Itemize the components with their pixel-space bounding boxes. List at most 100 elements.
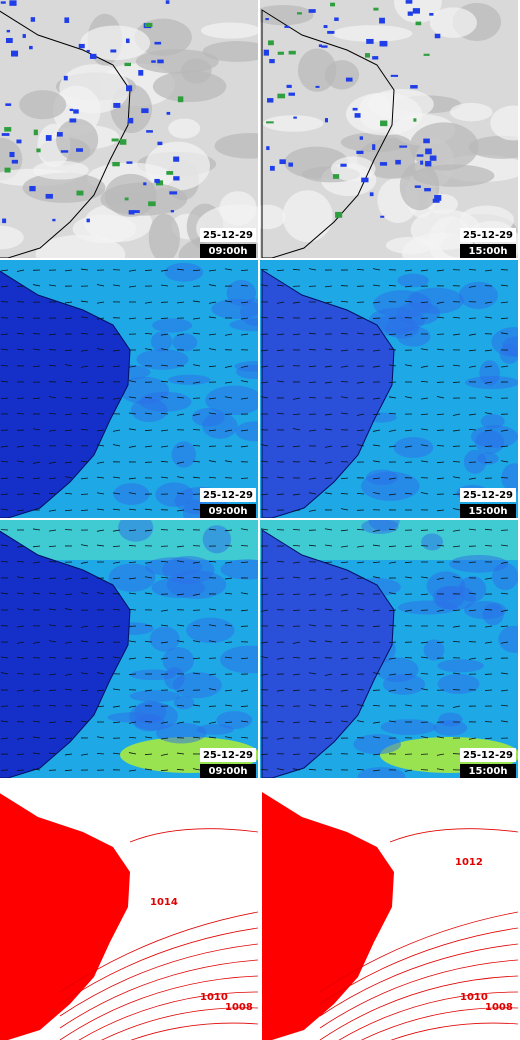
wind-vector	[484, 737, 493, 740]
wind-vector	[176, 301, 185, 304]
patch	[186, 617, 235, 643]
wind-vector	[80, 397, 89, 400]
wind-vector	[80, 720, 89, 723]
wind-vector	[160, 429, 169, 432]
rain-cell	[288, 162, 294, 167]
isobar	[319, 975, 518, 1040]
wind-vector	[192, 508, 201, 511]
wind-vector	[436, 348, 445, 351]
rain-cell	[279, 159, 286, 165]
wind-vector	[372, 492, 381, 495]
wind-vector	[240, 528, 249, 531]
wind-vector	[16, 656, 25, 659]
wind-vector	[340, 561, 349, 564]
wind-vector	[80, 316, 89, 319]
wind-vector	[64, 476, 73, 479]
wind-vector	[276, 476, 285, 479]
wind-vector	[80, 365, 89, 368]
wind-vector	[324, 577, 333, 580]
wind-vector	[32, 461, 41, 464]
wind-vector	[292, 301, 301, 304]
patch	[382, 674, 426, 695]
wind-vector	[128, 577, 137, 580]
cloud	[260, 204, 286, 230]
wind-vector	[176, 624, 185, 627]
wind-vector	[452, 461, 461, 463]
wind-vector	[64, 608, 73, 611]
wind-vector	[340, 577, 349, 580]
wind-vector	[32, 561, 41, 564]
wind-vector	[192, 593, 201, 596]
wind-vector	[80, 460, 89, 463]
date-box	[460, 748, 516, 762]
wind-vector	[436, 544, 445, 547]
rain-cell	[30, 17, 36, 22]
wind-vector	[340, 624, 349, 627]
wind-vector	[324, 492, 333, 495]
wind-vector	[224, 333, 233, 336]
wind-vector	[276, 380, 285, 383]
time-label: 15:00h	[469, 766, 508, 777]
wind-vector	[208, 412, 217, 415]
wind-vector	[112, 545, 121, 547]
wind-vector	[112, 492, 121, 495]
wind-vector	[436, 316, 445, 319]
wind-vector	[128, 752, 137, 755]
wind-vector	[192, 269, 201, 272]
wind-vector	[324, 673, 333, 676]
wind-vector	[240, 720, 249, 723]
wind-vector	[260, 268, 269, 271]
wind-vector	[160, 317, 169, 319]
wind-vector	[484, 365, 493, 368]
wind-vector	[356, 429, 365, 432]
wind-vector	[0, 493, 9, 496]
wind-vector	[308, 672, 317, 675]
wind-vector	[340, 657, 349, 660]
wind-vector	[80, 592, 89, 595]
wind-vector	[260, 769, 269, 771]
wind-vector	[32, 397, 41, 400]
wind-vector	[160, 333, 169, 336]
wind-vector	[176, 268, 185, 271]
wind-vector	[276, 720, 285, 723]
patch	[458, 281, 498, 309]
time-box	[200, 764, 256, 778]
wind-vector	[128, 317, 137, 320]
patch	[437, 659, 484, 673]
contour-label: 1010	[200, 992, 228, 1003]
rain-cell	[379, 17, 385, 24]
wind-vector	[32, 689, 41, 692]
patch	[385, 317, 419, 339]
coastline	[0, 10, 131, 258]
wind-vector	[48, 737, 57, 739]
wind-vector	[208, 333, 217, 336]
rain-cell	[315, 85, 320, 88]
wind-vector	[388, 396, 397, 399]
rain-cell	[318, 44, 322, 48]
wind-vector	[48, 752, 57, 755]
wind-vector	[436, 509, 445, 512]
wind-vector	[64, 688, 73, 691]
wind-vector	[240, 333, 249, 336]
wind-vector	[420, 365, 429, 368]
wind-vector	[468, 333, 477, 336]
wind-vector	[388, 348, 397, 351]
rain-cell	[125, 38, 130, 44]
wind-vector	[324, 477, 333, 479]
rain-cell	[429, 155, 437, 161]
wind-vector	[144, 508, 153, 511]
patch	[173, 695, 195, 710]
wind-vector	[260, 561, 269, 564]
wind-vector	[420, 688, 429, 691]
wind-vector	[452, 529, 461, 532]
wind-vector	[160, 396, 169, 399]
wind-vector	[32, 445, 41, 447]
rain-cell	[277, 93, 286, 99]
wind-vector	[224, 561, 233, 564]
wind-vector	[260, 381, 269, 384]
rain-cell	[266, 146, 270, 151]
rain-cell	[286, 84, 292, 88]
wind-vector	[436, 413, 445, 416]
wind-vector	[0, 397, 9, 400]
wind-vector	[128, 673, 137, 675]
